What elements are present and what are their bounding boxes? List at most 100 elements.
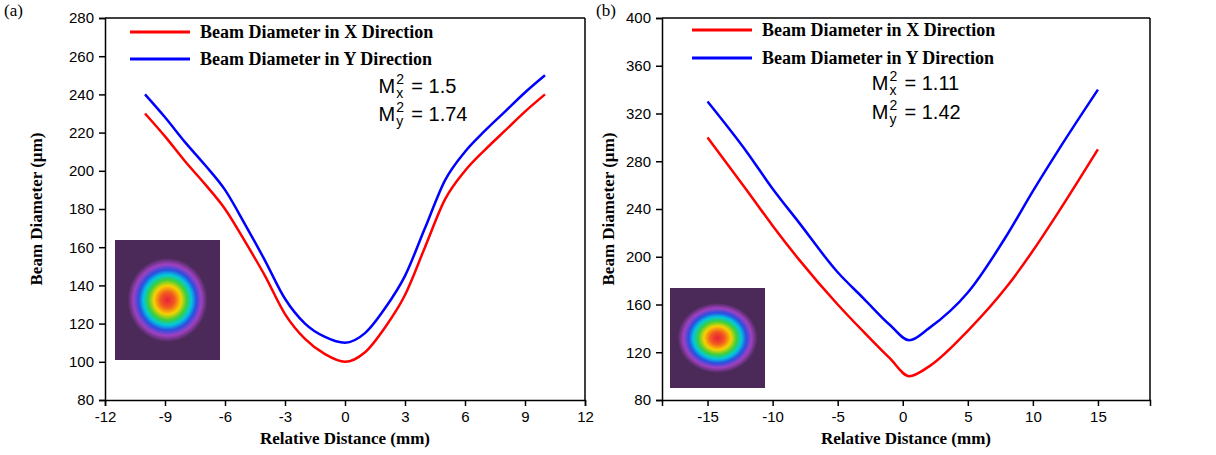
y-tick-mark [99, 171, 105, 173]
y-tick-mark [99, 56, 105, 58]
legend-label: Beam Diameter in X Direction [200, 22, 433, 42]
y-tick-label: 240 [626, 200, 651, 217]
x-tick-mark [902, 400, 904, 406]
beam-profile [115, 240, 220, 360]
x-tick-mark [968, 400, 970, 406]
annotation-subscript: x [890, 82, 897, 98]
annotation-symbol: M [872, 101, 889, 123]
y-tick: 160 [626, 296, 662, 313]
annotation-text: = 1.11 [905, 72, 960, 94]
legend-swatch [130, 58, 190, 61]
x-tick-mark [1098, 400, 1100, 406]
x-tick: 5 [964, 400, 972, 425]
y-tick-label: 120 [69, 315, 94, 332]
series-line [708, 90, 1098, 341]
x-axis: -12-9-6-3036912 [95, 400, 594, 425]
annotation-subscript: y [396, 113, 403, 129]
x-tick-mark [837, 400, 839, 406]
x-axis-title: Relative Distance (mm) [821, 429, 991, 448]
y-tick-mark [99, 132, 105, 134]
x-tick: 0 [899, 400, 907, 425]
panel: -12-9-6-30369128010012014016018020022024… [4, 1, 594, 448]
x-tick: 9 [521, 400, 529, 425]
annotation-symbol: M [379, 75, 396, 97]
y-tick-label: 200 [69, 162, 94, 179]
y-tick-mark [656, 304, 662, 306]
y-tick-mark [656, 209, 662, 211]
legend: Beam Diameter in X Direction Beam Diamete… [130, 22, 433, 69]
annotation: M2y= 1.42 [872, 97, 961, 127]
y-tick: 140 [69, 277, 105, 294]
y-tick-mark [656, 113, 662, 115]
x-axis-line [106, 401, 586, 407]
y-tick: 80 [634, 391, 662, 408]
y-tick-label: 360 [626, 57, 651, 74]
x-tick-label: -15 [697, 408, 719, 425]
x-tick-label: -6 [219, 408, 232, 425]
y-axis-line [656, 19, 663, 401]
panel-label: (b) [596, 1, 616, 20]
y-tick: 320 [626, 105, 662, 122]
y-tick-mark [99, 362, 105, 364]
y-tick: 200 [69, 162, 105, 179]
beam-profile-spot [678, 303, 758, 373]
legend-label: Beam Diameter in Y Direction [200, 49, 432, 69]
y-tick-label: 200 [626, 248, 651, 265]
x-tick-label: 0 [899, 408, 907, 425]
x-tick-label: -3 [279, 408, 292, 425]
x-tick-mark [525, 400, 527, 406]
x-tick-label: 9 [521, 408, 529, 425]
frame [584, 18, 586, 400]
y-tick: 240 [69, 86, 105, 103]
annotation-symbol: M [872, 72, 889, 94]
y-tick: 220 [69, 124, 105, 141]
y-tick: 280 [69, 9, 105, 26]
annotation: M2x= 1.11 [872, 68, 959, 98]
y-tick: 280 [626, 153, 662, 170]
y-tick-label: 320 [626, 105, 651, 122]
y-axis: 80100120140160180200220240260280 [69, 9, 106, 408]
y-tick-mark [99, 209, 105, 211]
x-tick-mark [707, 400, 709, 406]
series-line [145, 94, 545, 361]
annotation-subscript: y [890, 111, 897, 127]
x-tick-mark [585, 400, 587, 406]
x-tick-mark [772, 400, 774, 406]
y-tick: 260 [69, 48, 105, 65]
y-tick-label: 120 [626, 344, 651, 361]
x-axis-title: Relative Distance (mm) [260, 429, 430, 448]
legend-label: Beam Diameter in Y Direction [762, 48, 994, 68]
y-tick-label: 160 [626, 296, 651, 313]
plot-area [708, 90, 1098, 377]
x-tick-mark [165, 400, 167, 406]
x-tick-label: -10 [762, 408, 784, 425]
frame [105, 17, 585, 19]
y-tick-label: 80 [77, 391, 94, 408]
y-tick-label: 260 [69, 48, 94, 65]
x-tick: -3 [279, 400, 292, 425]
y-tick-mark [99, 18, 105, 20]
y-tick-mark [656, 66, 662, 68]
y-axis-title: Beam Diameter (µm) [27, 133, 46, 286]
y-tick-mark [99, 94, 105, 96]
beam-profile-background [670, 288, 765, 388]
y-tick: 400 [626, 9, 662, 26]
legend-label: Beam Diameter in X Direction [762, 20, 995, 40]
y-tick-label: 240 [69, 86, 94, 103]
y-tick-label: 180 [69, 200, 94, 217]
legend-swatch [692, 57, 752, 60]
y-tick-label: 140 [69, 277, 94, 294]
x-tick-label: -12 [95, 408, 117, 425]
x-tick-label: 3 [401, 408, 409, 425]
y-tick-mark [99, 247, 105, 249]
series-line [708, 137, 1098, 376]
beam-profile-background [115, 240, 220, 360]
y-tick: 360 [626, 57, 662, 74]
x-tick-mark [405, 400, 407, 406]
y-tick: 240 [626, 200, 662, 217]
y-axis-title: Beam Diameter (µm) [599, 133, 618, 286]
y-tick: 200 [626, 248, 662, 265]
annotation-text: = 1.74 [411, 103, 467, 125]
frame [1149, 18, 1151, 400]
y-tick: 180 [69, 200, 105, 217]
